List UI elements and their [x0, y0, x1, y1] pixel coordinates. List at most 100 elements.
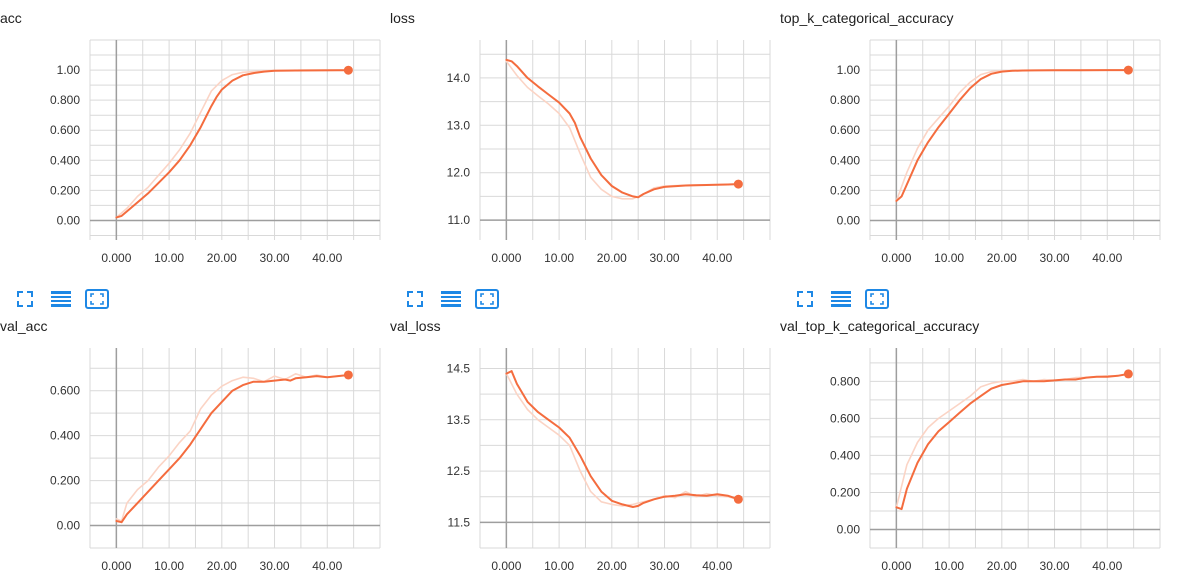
x-tick-label: 20.00: [207, 251, 237, 265]
raw-series-line: [115, 69, 350, 219]
last-point-marker: [343, 65, 353, 75]
y-tick-label: 0.600: [50, 384, 80, 398]
x-tick-label: 0.000: [491, 251, 521, 265]
y-tick-label: 0.200: [830, 183, 860, 197]
chart-title: val_loss: [390, 318, 441, 334]
data-table-icon: [51, 291, 71, 307]
last-point-marker: [1123, 65, 1133, 75]
data-table-icon: [441, 291, 461, 307]
x-tick-label: 20.00: [207, 559, 237, 573]
x-tick-label: 20.00: [597, 559, 627, 573]
raw-series-line: [895, 69, 1130, 202]
data-table-icon: [831, 291, 851, 307]
smoothed-series-line: [895, 372, 1130, 511]
y-tick-label: 0.00: [837, 522, 861, 536]
last-point-marker: [733, 179, 743, 189]
y-tick-label: 0.200: [830, 485, 860, 499]
last-point-marker: [733, 494, 743, 504]
smoothed-series-line: [895, 69, 1130, 202]
x-tick-label: 40.00: [1092, 559, 1122, 573]
data-table-button[interactable]: [438, 287, 464, 311]
smoothed-series-line: [115, 69, 350, 219]
x-tick-label: 0.000: [101, 251, 131, 265]
y-tick-label: 0.400: [830, 448, 860, 462]
chart-toolbar: [402, 287, 500, 311]
chart-title: val_top_k_categorical_accuracy: [780, 318, 980, 334]
x-tick-label: 0.000: [881, 559, 911, 573]
chart-title: acc: [0, 10, 22, 26]
fullscreen-button[interactable]: [12, 287, 38, 311]
raw-series-line: [115, 373, 350, 522]
y-tick-label: 0.00: [837, 213, 861, 227]
x-tick-label: 10.00: [154, 559, 184, 573]
y-tick-label: 14.0: [447, 71, 471, 85]
y-tick-label: 0.800: [830, 374, 860, 388]
fullscreen-icon: [797, 291, 813, 307]
last-point-marker: [343, 370, 353, 380]
y-tick-label: 0.400: [50, 429, 80, 443]
y-tick-label: 0.600: [830, 123, 860, 137]
x-tick-label: 30.00: [1040, 251, 1070, 265]
fullscreen-button[interactable]: [792, 287, 818, 311]
x-tick-label: 20.00: [597, 251, 627, 265]
y-tick-label: 12.0: [447, 166, 471, 180]
chart-toolbar: [792, 287, 890, 311]
x-tick-label: 0.000: [491, 559, 521, 573]
y-tick-label: 0.00: [57, 519, 81, 533]
x-tick-label: 40.00: [312, 251, 342, 265]
y-tick-label: 0.00: [57, 213, 81, 227]
x-tick-label: 10.00: [544, 559, 574, 573]
fullscreen-icon: [407, 291, 423, 307]
chart-title: top_k_categorical_accuracy: [780, 10, 954, 26]
raw-series-line: [505, 60, 740, 200]
line-chart-top-k-accuracy[interactable]: 0.00 0.200 0.400 0.600 0.800 1.00 0.000 10.00 20…: [780, 30, 1165, 270]
fullscreen-icon: [17, 291, 33, 307]
y-tick-label: 11.5: [448, 515, 471, 529]
x-tick-label: 30.00: [260, 559, 290, 573]
x-tick-label: 0.000: [101, 559, 131, 573]
y-tick-label: 14.5: [447, 362, 471, 376]
fit-domain-icon: [475, 289, 499, 309]
fit-domain-button[interactable]: [864, 287, 890, 311]
line-chart-val-top-k-accuracy[interactable]: 0.00 0.200 0.400 0.600 0.800 0.000 10.00 20.00 3…: [780, 338, 1165, 578]
x-tick-label: 40.00: [312, 559, 342, 573]
line-chart-val-acc[interactable]: 0.00 0.200 0.400 0.600 0.000 10.00 20.00 30.00 4…: [0, 338, 385, 578]
y-tick-label: 1.00: [57, 63, 81, 77]
chart-toolbar: [12, 287, 110, 311]
data-table-button[interactable]: [828, 287, 854, 311]
smoothed-series-line: [505, 58, 740, 199]
x-tick-label: 40.00: [702, 251, 732, 265]
chart-title: val_acc: [0, 318, 48, 334]
smoothed-series-line: [115, 374, 350, 524]
x-tick-label: 30.00: [260, 251, 290, 265]
raw-series-line: [505, 372, 740, 507]
fit-domain-button[interactable]: [474, 287, 500, 311]
line-chart-acc[interactable]: 0.00 0.200 0.400 0.600 0.800 1.00 0.000 10.00 20…: [0, 30, 385, 270]
y-tick-label: 12.5: [447, 464, 471, 478]
x-tick-label: 30.00: [650, 251, 680, 265]
x-tick-label: 40.00: [1092, 251, 1122, 265]
y-tick-label: 0.400: [50, 153, 80, 167]
fit-domain-button[interactable]: [84, 287, 110, 311]
y-tick-label: 0.400: [830, 153, 860, 167]
y-tick-label: 0.200: [50, 474, 80, 488]
y-tick-label: 13.0: [447, 118, 471, 132]
line-chart-val-loss[interactable]: 11.5 12.5 13.5 14.5 0.000 10.00 20.00 30.00 40.0…: [390, 338, 775, 578]
y-tick-label: 1.00: [837, 63, 861, 77]
fullscreen-button[interactable]: [402, 287, 428, 311]
y-tick-label: 11.0: [448, 213, 471, 227]
y-tick-label: 13.5: [447, 413, 471, 427]
chart-title: loss: [390, 10, 415, 26]
y-tick-label: 0.600: [50, 123, 80, 137]
x-tick-label: 30.00: [650, 559, 680, 573]
line-chart-loss[interactable]: 11.0 12.0 13.0 14.0 0.000 10.00 20.00 30.00 40.0…: [390, 30, 775, 270]
y-tick-label: 0.800: [50, 93, 80, 107]
data-table-button[interactable]: [48, 287, 74, 311]
y-tick-label: 0.800: [830, 93, 860, 107]
smoothed-series-line: [505, 370, 740, 508]
x-tick-label: 0.000: [881, 251, 911, 265]
x-tick-label: 10.00: [544, 251, 574, 265]
x-tick-label: 20.00: [987, 251, 1017, 265]
y-tick-label: 0.600: [830, 411, 860, 425]
y-tick-label: 0.200: [50, 183, 80, 197]
